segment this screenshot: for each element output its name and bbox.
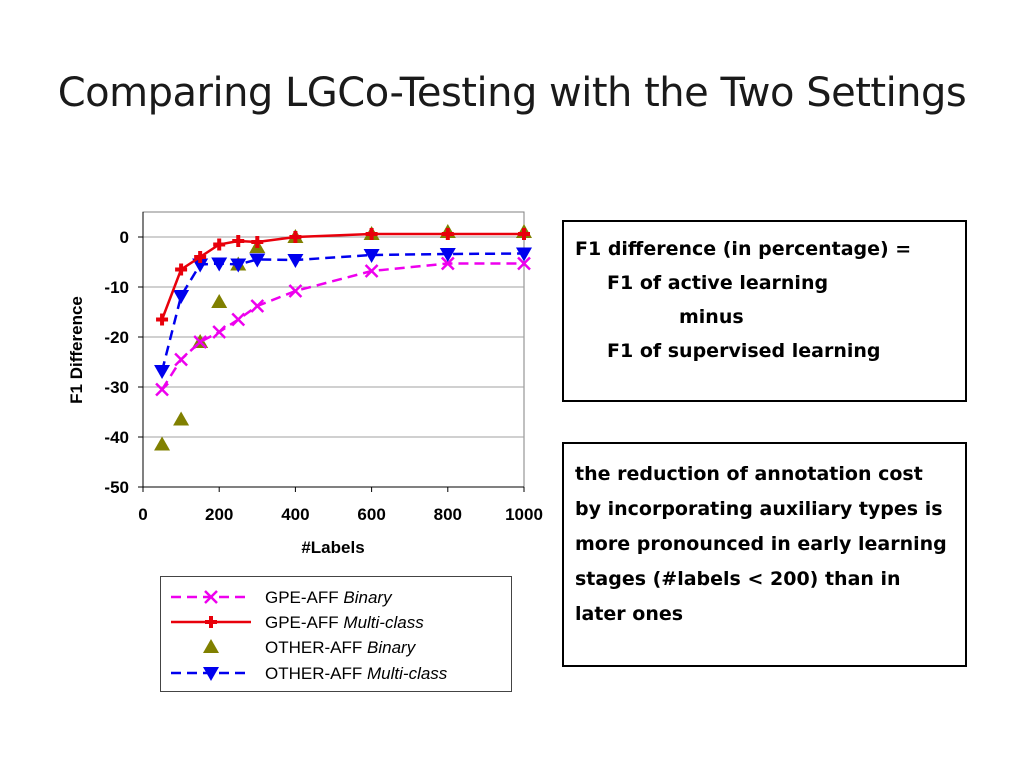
legend-mode-gpe-binary: Binary	[343, 588, 392, 607]
legend-name-gpe-multiclass: GPE-AFF	[265, 613, 339, 632]
x-tick-label: 1000	[505, 505, 543, 524]
point-gpe-multiclass	[175, 263, 188, 276]
chart-legend: GPE-AFF Binary GPE-AFF Multi-class OTHER…	[160, 576, 512, 692]
gridlines	[143, 236, 524, 438]
point-other-multiclass	[230, 258, 247, 273]
observation-text: the reduction of annotation cost by inco…	[575, 463, 947, 625]
x-tick-label: 600	[357, 505, 385, 524]
legend-mode-other-binary: Binary	[367, 638, 416, 657]
y-tick-label: -40	[104, 428, 129, 447]
y-tick-label: -20	[104, 328, 129, 347]
series-line-gpe-binary	[160, 262, 524, 391]
y-tick-label: -30	[104, 378, 129, 397]
point-gpe-multiclass	[213, 238, 226, 251]
point-other-multiclass	[173, 290, 190, 304]
legend-mode-gpe-multiclass: Multi-class	[343, 613, 424, 632]
ticks: 0 -10 -20 -30 -40 -50 0 200 400 600 800 1000	[104, 228, 542, 524]
axes	[142, 212, 524, 488]
series-line-gpe-multiclass	[160, 232, 524, 320]
x-tick-label: 800	[434, 505, 462, 524]
legend-name-other-binary: OTHER-AFF	[265, 638, 363, 657]
point-gpe-binary	[155, 382, 169, 397]
series-other-multiclass	[154, 247, 532, 379]
definition-line-2: F1 of active learning	[607, 272, 829, 294]
legend-symbol-gpe-binary	[171, 590, 251, 604]
legend-entry-other-multiclass: OTHER-AFF Multi-class	[161, 661, 511, 687]
slide-title: Comparing LGCo-Testing with the Two Sett…	[57, 70, 967, 116]
point-gpe-multiclass	[518, 228, 530, 240]
legend-symbol-other-multiclass	[171, 667, 251, 681]
point-gpe-multiclass	[251, 236, 264, 248]
observation-textbox: the reduction of annotation cost by inco…	[562, 442, 967, 667]
point-gpe-binary	[250, 299, 265, 313]
point-gpe-binary	[231, 312, 246, 327]
point-other-binary	[211, 294, 228, 308]
legend-name-other-multiclass: OTHER-AFF	[265, 664, 363, 683]
legend-mode-other-multiclass: Multi-class	[367, 664, 448, 683]
point-other-multiclass	[211, 257, 228, 272]
legend-entry-gpe-binary: GPE-AFF Binary	[161, 585, 511, 611]
legend-marker-gpe-binary	[204, 590, 218, 604]
x-axis-title: #Labels	[301, 538, 364, 557]
point-gpe-binary	[174, 352, 188, 367]
point-other-multiclass	[154, 365, 171, 379]
point-gpe-binary	[193, 335, 208, 349]
legend-symbol-other-binary	[203, 639, 219, 653]
point-other-multiclass	[249, 253, 266, 268]
point-other-multiclass	[516, 247, 532, 262]
legend-marker-other-binary	[203, 639, 219, 653]
point-gpe-multiclass	[365, 228, 378, 240]
point-other-multiclass	[287, 254, 304, 268]
point-other-binary	[154, 436, 171, 451]
point-other-multiclass	[192, 258, 209, 273]
y-tick-label: -10	[104, 278, 129, 297]
legend-marker-other-multiclass	[203, 667, 219, 681]
x-tick-label: 0	[138, 505, 147, 524]
point-gpe-binary	[440, 256, 455, 271]
point-gpe-multiclass	[194, 251, 207, 263]
point-other-binary	[173, 411, 190, 426]
series-gpe-multiclass	[156, 228, 530, 326]
point-gpe-binary	[517, 256, 531, 271]
legend-symbol-gpe-multiclass	[171, 616, 251, 628]
point-gpe-binary	[288, 284, 303, 298]
series-line-other-multiclass	[160, 252, 525, 372]
point-gpe-binary	[212, 325, 227, 339]
y-tick-label: 0	[120, 228, 129, 247]
point-gpe-multiclass	[289, 231, 302, 243]
point-gpe-multiclass	[156, 313, 169, 326]
y-axis-title: F1 Difference	[67, 296, 86, 404]
definition-textbox: F1 difference (in percentage) = F1 of ac…	[562, 220, 967, 402]
series-gpe-binary	[155, 256, 531, 397]
x-tick-label: 400	[281, 505, 309, 524]
definition-line-4: F1 of supervised learning	[607, 340, 881, 362]
legend-name-gpe-binary: GPE-AFF	[265, 588, 339, 607]
definition-line-1: F1 difference (in percentage) =	[575, 238, 912, 260]
legend-entry-other-binary: OTHER-AFF Binary	[161, 635, 511, 661]
legend-marker-gpe-multiclass	[205, 616, 217, 628]
legend-entry-gpe-multiclass: GPE-AFF Multi-class	[161, 610, 511, 636]
point-gpe-binary	[364, 264, 379, 278]
y-tick-label: -50	[104, 478, 129, 497]
point-other-multiclass	[363, 249, 380, 263]
definition-line-3: minus	[679, 306, 744, 328]
series-layer	[154, 224, 532, 451]
point-gpe-multiclass	[441, 228, 454, 240]
point-gpe-multiclass	[232, 235, 245, 247]
point-other-multiclass	[439, 248, 456, 262]
x-tick-label: 200	[205, 505, 233, 524]
